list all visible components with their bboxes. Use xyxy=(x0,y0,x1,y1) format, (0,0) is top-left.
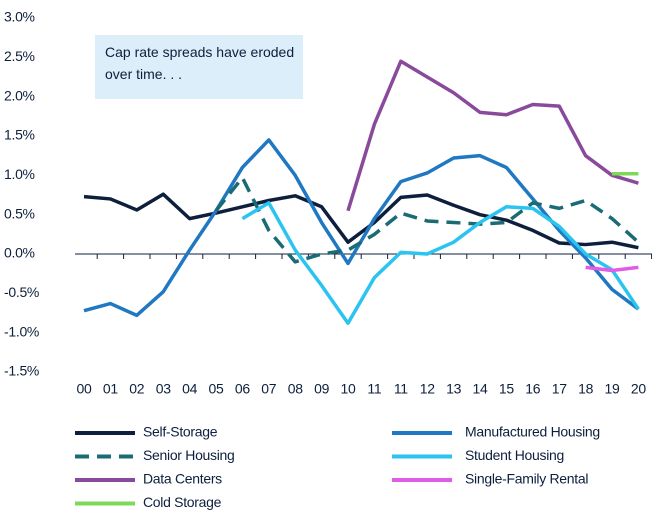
x-tick-label: 19 xyxy=(605,381,620,397)
legend-label: Student Housing xyxy=(465,447,564,463)
line-series xyxy=(83,192,639,250)
y-tick-label: 0.0% xyxy=(4,245,35,261)
x-tick-label: 12 xyxy=(420,381,435,397)
x-tick-label: 10 xyxy=(341,381,356,397)
y-tick-label: 2.5% xyxy=(4,48,35,64)
x-tick-label: 09 xyxy=(314,381,329,397)
legend-label: Single-Family Rental xyxy=(465,471,588,487)
x-tick-label: 03 xyxy=(156,381,171,397)
x-tick-label: 05 xyxy=(209,381,224,397)
x-tick-label: 01 xyxy=(103,381,118,397)
x-tick-label: 11 xyxy=(394,381,408,397)
y-tick-label: -1.0% xyxy=(4,323,39,339)
x-tick-label: 15 xyxy=(499,381,514,397)
y-tick-label: 1.5% xyxy=(4,127,35,143)
x-tick-label: 16 xyxy=(525,381,540,397)
legend-label: Cold Storage xyxy=(143,494,222,510)
x-tick-label: 14 xyxy=(473,381,488,397)
x-tick-label: 17 xyxy=(552,381,567,397)
x-tick-label: 07 xyxy=(261,381,276,397)
legend-label: Data Centers xyxy=(143,471,222,487)
x-tick-label: 02 xyxy=(129,381,144,397)
x-tick-label: 11 xyxy=(367,381,381,397)
legend-label: Manufactured Housing xyxy=(465,424,600,440)
y-tick-label: 0.5% xyxy=(4,205,35,221)
annotation: Cap rate spreads have eroded over time. … xyxy=(95,35,303,99)
y-tick-label: 1.0% xyxy=(4,166,35,182)
y-tick-label: -1.5% xyxy=(4,363,39,379)
line-series xyxy=(83,138,640,318)
line-series xyxy=(585,265,639,273)
x-tick-label: 04 xyxy=(182,381,197,397)
line-series xyxy=(241,201,640,325)
line-series xyxy=(346,59,639,212)
x-tick-label: 20 xyxy=(631,381,646,397)
legend-label: Self-Storage xyxy=(143,424,218,440)
x-tick-label: 06 xyxy=(235,381,250,397)
y-tick-label: 2.0% xyxy=(4,87,35,103)
x-tick-label: 08 xyxy=(288,381,303,397)
y-tick-label: -0.5% xyxy=(4,284,39,300)
legend-label: Senior Housing xyxy=(143,447,235,463)
x-tick-label: 00 xyxy=(77,381,92,397)
x-tick-label: 13 xyxy=(446,381,461,397)
y-tick-label: 3.0% xyxy=(4,9,35,25)
line-series xyxy=(214,175,640,264)
x-tick-label: 18 xyxy=(578,381,593,397)
